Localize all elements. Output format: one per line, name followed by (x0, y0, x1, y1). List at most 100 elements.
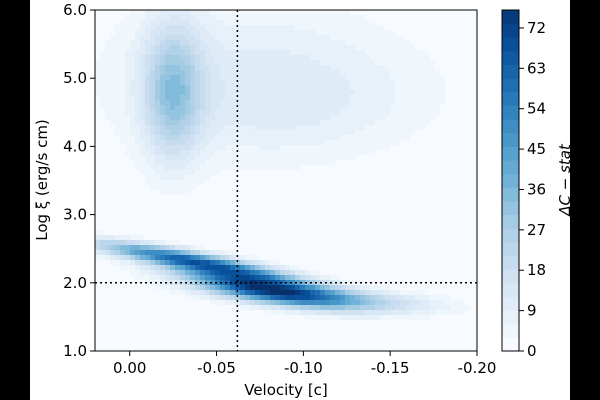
contour-cell (450, 180, 456, 186)
contour-cell (375, 345, 381, 351)
contour-cell (410, 135, 416, 141)
contour-cell (440, 210, 446, 216)
contour-cell (220, 55, 226, 61)
contour-cell (125, 225, 131, 231)
contour-cell (350, 305, 356, 311)
contour-cell (190, 165, 196, 171)
contour-cell (235, 90, 241, 96)
contour-cell (335, 115, 341, 121)
contour-cell (365, 330, 371, 336)
contour-cell (285, 150, 291, 156)
contour-cell (290, 325, 296, 331)
contour-cell (300, 215, 306, 221)
contour-cell (225, 100, 231, 106)
contour-cell (135, 305, 141, 311)
contour-cell (145, 110, 151, 116)
contour-cell (280, 190, 286, 196)
contour-cell (195, 215, 201, 221)
contour-cell (205, 345, 211, 351)
contour-cell (385, 15, 391, 21)
contour-cell (295, 60, 301, 66)
contour-cell (255, 270, 261, 276)
contour-cell (185, 70, 191, 76)
contour-cell (380, 295, 386, 301)
contour-cell (130, 40, 136, 46)
contour-cell (380, 345, 386, 351)
contour-cell (95, 110, 101, 116)
contour-cell (360, 165, 366, 171)
contour-cell (160, 180, 166, 186)
contour-cell (410, 330, 416, 336)
contour-cell (390, 15, 396, 21)
contour-cell (365, 100, 371, 106)
contour-cell (100, 185, 106, 191)
contour-cell (200, 15, 206, 21)
contour-cell (260, 15, 266, 21)
contour-cell (200, 245, 206, 251)
contour-cell (285, 125, 291, 131)
contour-cell (330, 80, 336, 86)
contour-cell (405, 15, 411, 21)
contour-cell (125, 305, 131, 311)
contour-cell (290, 215, 296, 221)
contour-cell (410, 190, 416, 196)
contour-cell (120, 305, 126, 311)
contour-cell (165, 335, 171, 341)
contour-cell (155, 245, 161, 251)
contour-cell (260, 285, 266, 291)
contour-cell (145, 135, 151, 141)
contour-cell (140, 250, 146, 256)
contour-cell (455, 20, 461, 26)
contour-cell (255, 200, 261, 206)
contour-cell (230, 155, 236, 161)
contour-cell (200, 125, 206, 131)
contour-cell (435, 290, 441, 296)
contour-cell (140, 115, 146, 121)
contour-cell (440, 35, 446, 41)
contour-cell (135, 15, 141, 21)
contour-cell (145, 165, 151, 171)
contour-cell (160, 90, 166, 96)
contour-cell (120, 300, 126, 306)
contour-cell (385, 130, 391, 136)
contour-cell (200, 10, 206, 16)
contour-cell (270, 285, 276, 291)
contour-cell (270, 255, 276, 261)
contour-cell (350, 275, 356, 281)
contour-cell (210, 135, 216, 141)
contour-cell (250, 180, 256, 186)
contour-cell (95, 145, 101, 151)
contour-cell (95, 140, 101, 146)
contour-cell (425, 155, 431, 161)
contour-cell (320, 180, 326, 186)
contour-cell (180, 110, 186, 116)
contour-cell (355, 325, 361, 331)
contour-cell (340, 235, 346, 241)
contour-cell (225, 195, 231, 201)
contour-cell (105, 50, 111, 56)
contour-cell (300, 165, 306, 171)
contour-cell (340, 115, 346, 121)
contour-cell (165, 105, 171, 111)
contour-cell (440, 325, 446, 331)
contour-cell (435, 165, 441, 171)
contour-cell (190, 255, 196, 261)
contour-cell (235, 205, 241, 211)
contour-cell (260, 110, 266, 116)
contour-cell (400, 200, 406, 206)
contour-cell (440, 330, 446, 336)
contour-cell (325, 280, 331, 286)
contour-cell (190, 290, 196, 296)
contour-cell (450, 150, 456, 156)
contour-cell (280, 170, 286, 176)
contour-cell (305, 310, 311, 316)
contour-cell (135, 60, 141, 66)
contour-cell (120, 215, 126, 221)
contour-cell (150, 190, 156, 196)
contour-cell (375, 120, 381, 126)
contour-cell (335, 145, 341, 151)
contour-cell (435, 340, 441, 346)
contour-cell (390, 230, 396, 236)
contour-cell (145, 75, 151, 81)
contour-cell (435, 240, 441, 246)
